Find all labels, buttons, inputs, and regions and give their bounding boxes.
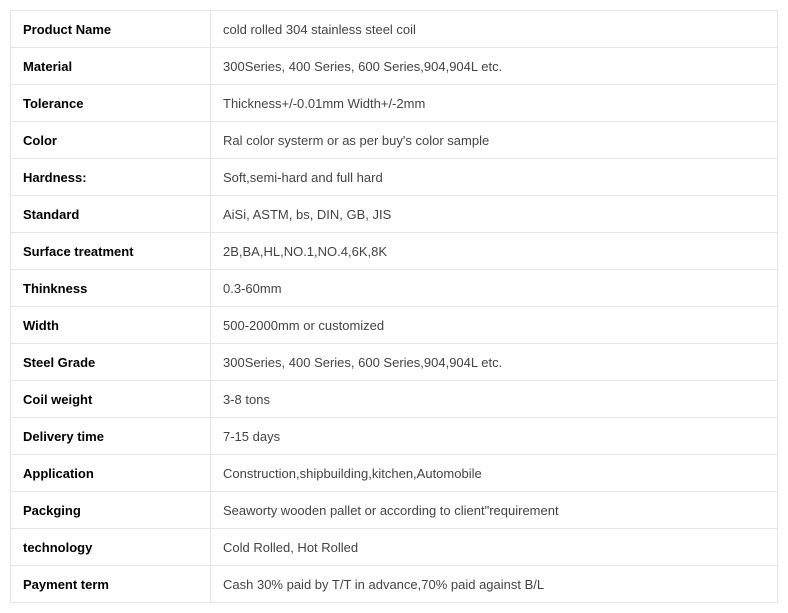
row-value: Ral color systerm or as per buy's color … [211,122,778,159]
table-row: Color Ral color systerm or as per buy's … [11,122,778,159]
row-label: Delivery time [11,418,211,455]
row-value: 3-8 tons [211,381,778,418]
row-value: Thickness+/-0.01mm Width+/-2mm [211,85,778,122]
table-row: Coil weight 3-8 tons [11,381,778,418]
row-label: Steel Grade [11,344,211,381]
table-row: Application Construction,shipbuilding,ki… [11,455,778,492]
row-value: Construction,shipbuilding,kitchen,Automo… [211,455,778,492]
table-row: Product Name cold rolled 304 stainless s… [11,11,778,48]
table-row: Tolerance Thickness+/-0.01mm Width+/-2mm [11,85,778,122]
row-label: Coil weight [11,381,211,418]
row-value: 300Series, 400 Series, 600 Series,904,90… [211,344,778,381]
table-row: Width 500-2000mm or customized [11,307,778,344]
row-label: Product Name [11,11,211,48]
row-value: cold rolled 304 stainless steel coil [211,11,778,48]
table-row: technology Cold Rolled, Hot Rolled [11,529,778,566]
row-value: Cash 30% paid by T/T in advance,70% paid… [211,566,778,603]
row-value: Seaworty wooden pallet or according to c… [211,492,778,529]
table-row: Steel Grade 300Series, 400 Series, 600 S… [11,344,778,381]
row-label: Thinkness [11,270,211,307]
product-spec-table: Product Name cold rolled 304 stainless s… [10,10,778,603]
table-row: Delivery time 7-15 days [11,418,778,455]
row-label: Hardness: [11,159,211,196]
table-row: Packging Seaworty wooden pallet or accor… [11,492,778,529]
row-label: Tolerance [11,85,211,122]
row-label: technology [11,529,211,566]
row-label: Standard [11,196,211,233]
row-label: Payment term [11,566,211,603]
row-value: 7-15 days [211,418,778,455]
table-row: Surface treatment 2B,BA,HL,NO.1,NO.4,6K,… [11,233,778,270]
row-value: 300Series, 400 Series, 600 Series,904,90… [211,48,778,85]
table-row: Hardness: Soft,semi-hard and full hard [11,159,778,196]
table-row: Standard AiSi, ASTM, bs, DIN, GB, JIS [11,196,778,233]
table-body: Product Name cold rolled 304 stainless s… [11,11,778,603]
table-row: Thinkness 0.3-60mm [11,270,778,307]
table-row: Material 300Series, 400 Series, 600 Seri… [11,48,778,85]
row-label: Packging [11,492,211,529]
row-label: Width [11,307,211,344]
row-value: 0.3-60mm [211,270,778,307]
row-label: Application [11,455,211,492]
table-row: Payment term Cash 30% paid by T/T in adv… [11,566,778,603]
row-value: AiSi, ASTM, bs, DIN, GB, JIS [211,196,778,233]
row-label: Surface treatment [11,233,211,270]
row-label: Material [11,48,211,85]
row-value: Soft,semi-hard and full hard [211,159,778,196]
row-value: Cold Rolled, Hot Rolled [211,529,778,566]
row-value: 500-2000mm or customized [211,307,778,344]
row-value: 2B,BA,HL,NO.1,NO.4,6K,8K [211,233,778,270]
row-label: Color [11,122,211,159]
